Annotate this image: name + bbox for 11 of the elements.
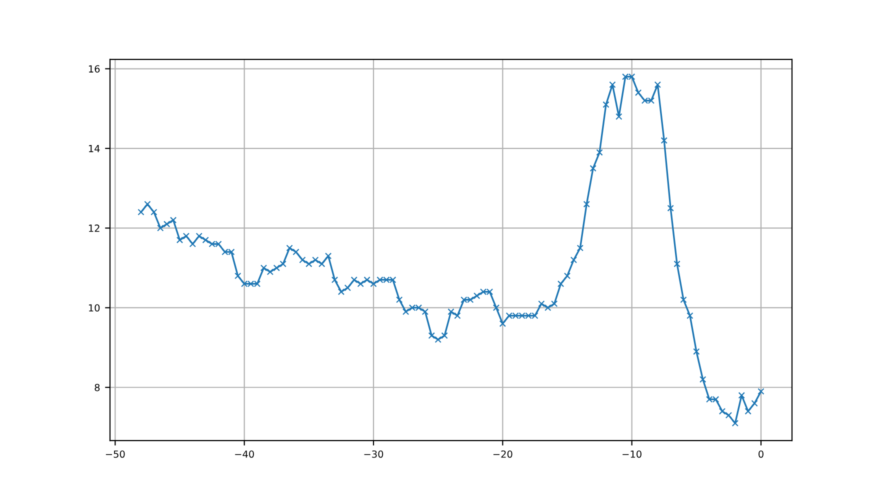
y-tick-label: 12: [88, 224, 100, 232]
y-tick-label: 14: [88, 145, 100, 152]
x-tick-label: −50: [106, 450, 125, 458]
y-tick-label: 16: [88, 65, 100, 73]
x-tick-label: −30: [364, 450, 384, 458]
x-tick-label: −20: [493, 450, 512, 458]
x-tick-label: 0: [758, 450, 764, 458]
x-tick-label: −10: [622, 450, 642, 458]
y-tick-label: 10: [88, 304, 100, 312]
x-tick-label: −40: [235, 450, 254, 458]
y-tick-label: 8: [94, 384, 100, 392]
